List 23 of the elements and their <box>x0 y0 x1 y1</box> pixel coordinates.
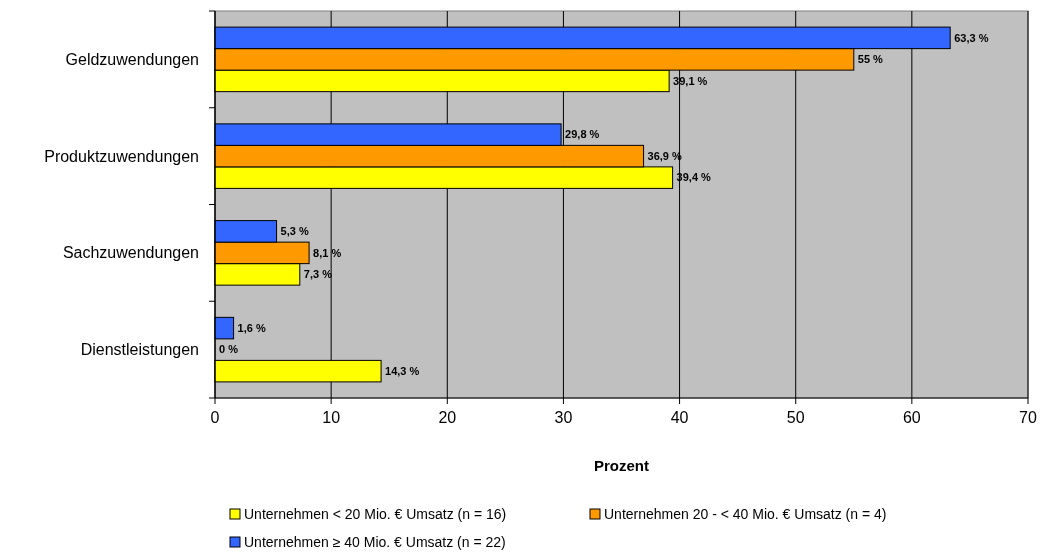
legend-label: Unternehmen < 20 Mio. € Umsatz (n = 16) <box>244 505 507 522</box>
x-tick-label: 30 <box>554 409 573 426</box>
data-label: 63,3 % <box>954 31 989 44</box>
y-tick-label: Produktzuwendungen <box>44 147 199 165</box>
data-label: 1,6 % <box>237 321 266 334</box>
y-tick-label: Sachzuwendungen <box>62 244 199 262</box>
y-tick-label: Geldzuwendungen <box>65 50 199 68</box>
legend-label: Unternehmen ≥ 40 Mio. € Umsatz (n = 22) <box>244 533 506 550</box>
data-label: 29,8 % <box>565 128 600 141</box>
y-tick-label: Dienstleistungen <box>80 341 199 359</box>
data-label: 0 % <box>219 343 239 356</box>
data-label: 14,3 % <box>385 364 420 377</box>
x-tick-label: 20 <box>438 409 457 426</box>
x-tick-label: 0 <box>210 409 220 426</box>
x-tick-label: 10 <box>322 409 341 426</box>
x-tick-label: 70 <box>1019 409 1037 426</box>
x-axis-title: Prozent <box>593 457 650 474</box>
data-label: 55 % <box>857 53 884 66</box>
x-tick-label: 60 <box>902 409 921 426</box>
x-tick-label: 50 <box>786 409 805 426</box>
data-label: 5,3 % <box>280 225 309 238</box>
x-tick-label: 40 <box>670 409 689 426</box>
legend-label: Unternehmen 20 - < 40 Mio. € Umsatz (n = 4) <box>604 505 887 522</box>
